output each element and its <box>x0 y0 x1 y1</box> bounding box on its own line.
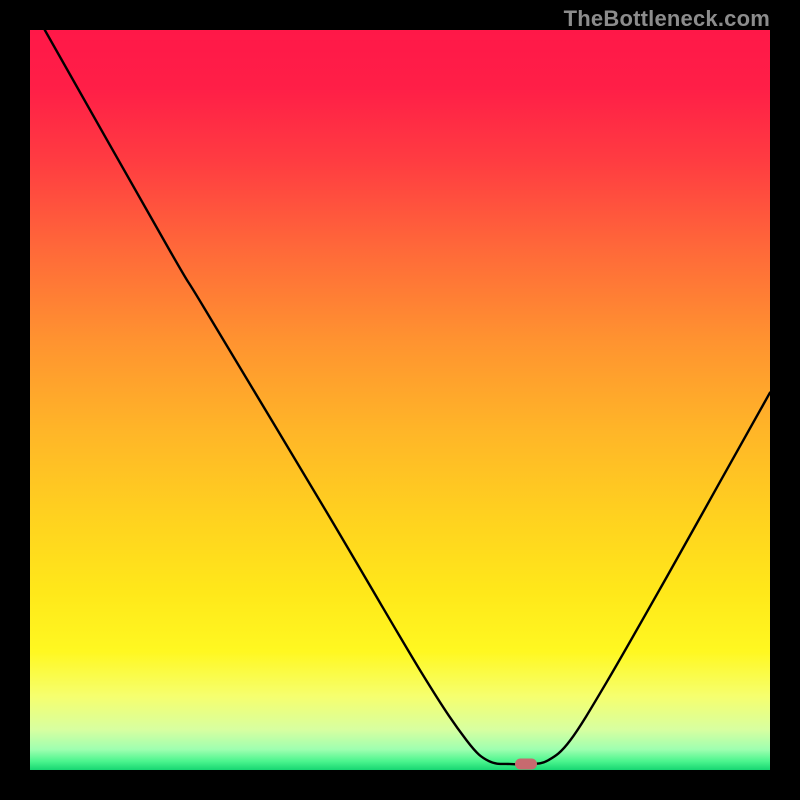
plot-area <box>30 30 770 770</box>
chart-frame: TheBottleneck.com <box>0 0 800 800</box>
bottleneck-curve <box>30 30 770 770</box>
watermark-text: TheBottleneck.com <box>564 6 770 32</box>
optimal-point-marker <box>515 759 537 770</box>
bottleneck-curve-path <box>45 30 770 764</box>
